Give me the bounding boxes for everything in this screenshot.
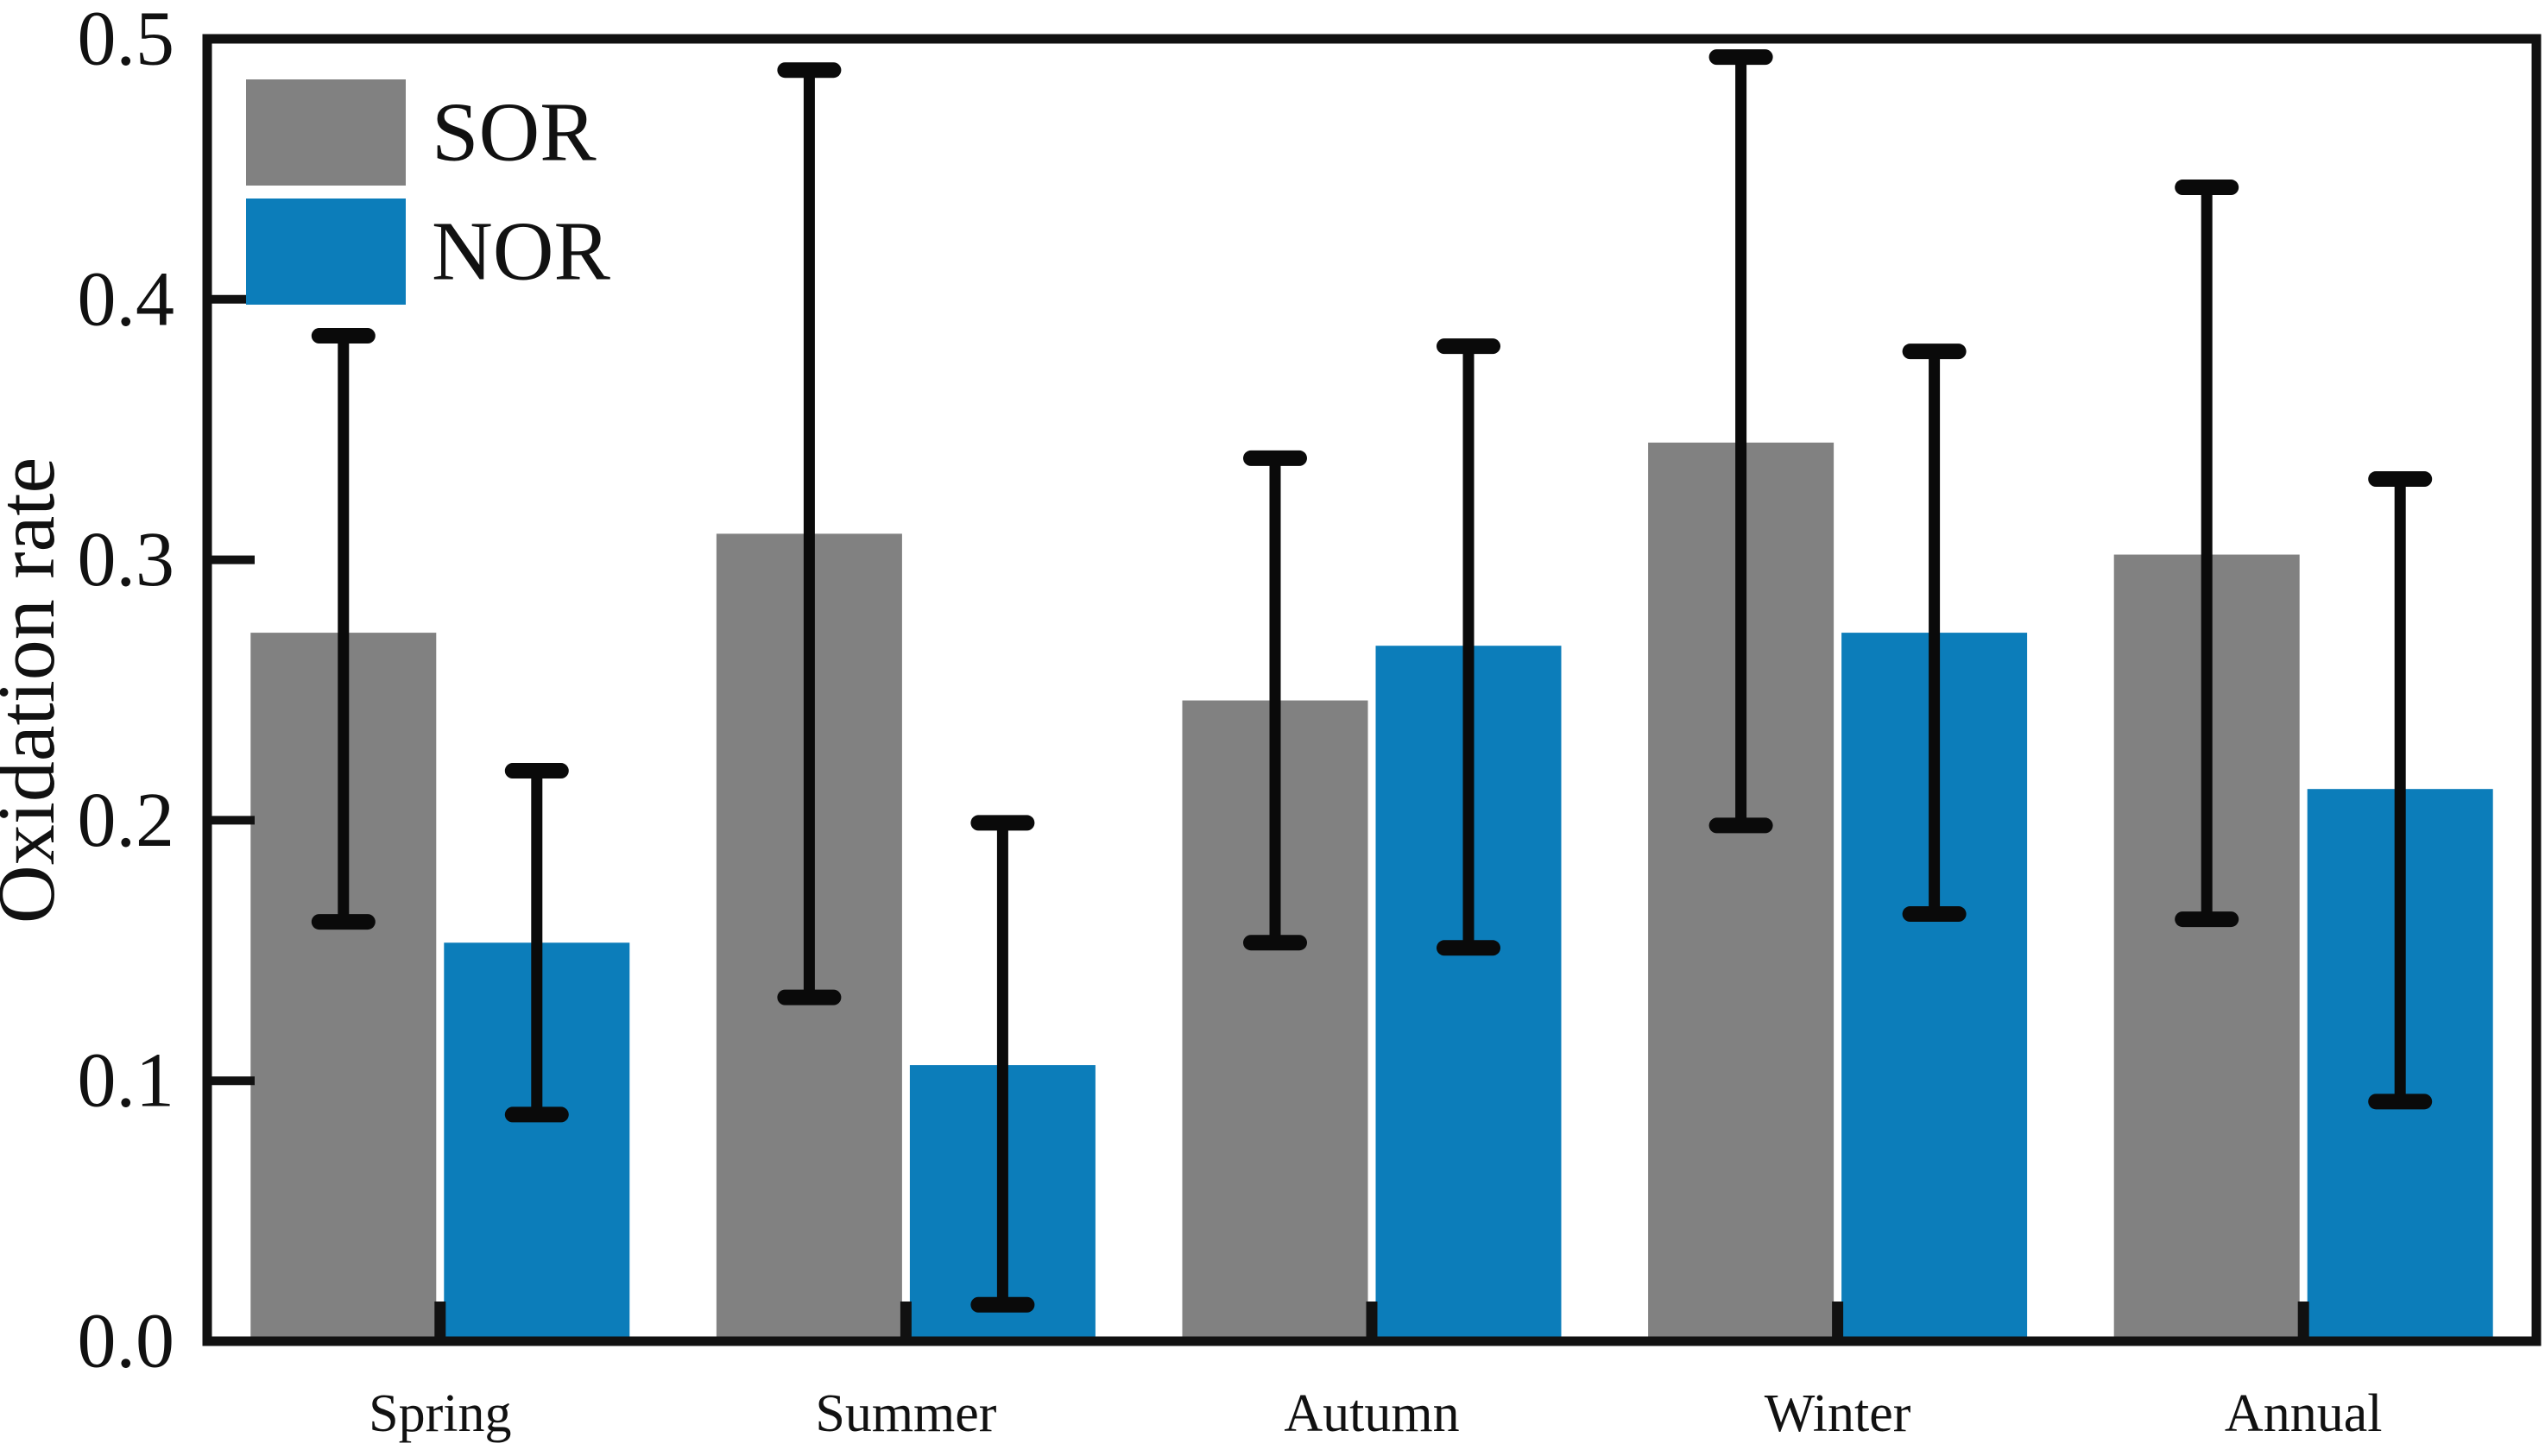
legend: SOR NOR	[246, 79, 611, 305]
y-tick-label-0-1: 0.1	[78, 1038, 175, 1124]
x-label-winter: Winter	[1765, 1384, 1911, 1443]
axis-frame	[202, 34, 2542, 1346]
x-label-spring: Spring	[369, 1384, 511, 1443]
y-tick-label-0-4: 0.4	[78, 256, 175, 342]
axes-layer	[202, 34, 2542, 1346]
y-tick-label-0-5: 0.5	[78, 0, 175, 82]
error-bars-layer	[311, 49, 2433, 1313]
legend-label-sor: SOR	[432, 86, 597, 180]
legend-swatch-nor	[246, 199, 406, 305]
legend-label-nor: NOR	[432, 205, 611, 299]
x-label-autumn: Autumn	[1284, 1384, 1459, 1443]
x-label-summer: Summer	[815, 1384, 996, 1443]
y-tick-label-0-0: 0.0	[78, 1299, 175, 1384]
bars-layer	[250, 442, 2493, 1341]
legend-swatch-sor	[246, 79, 406, 186]
y-axis-title: Oxidation rate	[0, 457, 72, 923]
y-tick-label-0-3: 0.3	[78, 517, 175, 602]
y-tick-label-0-2: 0.2	[78, 778, 175, 863]
x-label-annual: Annual	[2225, 1384, 2383, 1443]
labels-layer: 0.0 0.1 0.2 0.3 0.4 0.5 Spring Summer Autumn Wint…	[78, 0, 2383, 1443]
